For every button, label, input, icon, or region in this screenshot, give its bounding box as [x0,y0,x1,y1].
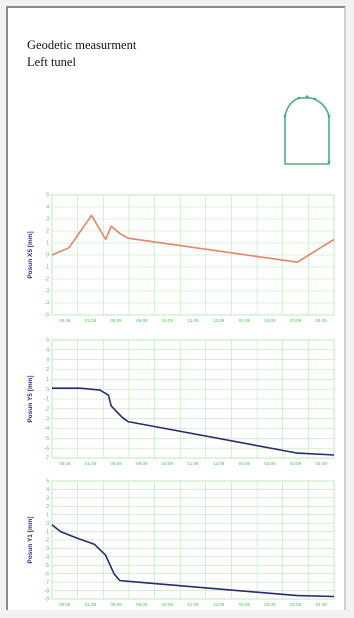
y-tick-label: -2 [45,277,50,283]
tunnel-outline [284,97,330,165]
x-tick-label: 09.09 [136,318,148,323]
y-tick-label: -5 [45,436,50,442]
series-line [51,214,335,263]
x-tick-label: 03.09 [290,602,302,607]
y-tick-label: -4 [45,426,50,432]
y-axis-label: Posun Y5 [mm] [27,375,34,422]
x-tick-label: 11.09 [188,461,199,466]
tunnel-cross-section-icon [283,95,331,165]
x-tick-label: 12.09 [213,602,225,607]
y-tick-label: 3 [46,496,49,502]
x-tick-label: 03.09 [290,461,302,466]
y-tick-label: -2 [45,538,50,544]
y-tick-label: -2 [45,407,50,413]
grid [51,480,335,600]
y-tick-label: -1 [45,265,50,271]
x-tick-label: 01.08 [85,318,97,323]
y-tick-label: -1 [45,529,50,535]
x-tick-label: 06.06 [59,602,71,607]
chart-1: 5 4 3 2 1 0 -1 -2 -3 -4 -5 06.06 01.08 08.09 09.09 10.0… [27,193,335,323]
x-tick-label: 06.06 [59,318,71,323]
title-block: Geodetic measurment Left tunel [27,37,136,71]
x-tick-label: 04.09 [316,318,328,323]
y-tick-label: 1 [46,377,49,383]
x-tick-label: 04.09 [316,461,328,466]
x-tick-label: 02.09 [264,602,276,607]
y-tick-label: 1 [46,512,49,518]
page-subtitle: Left tunel [27,55,76,69]
y-tick-label: -7 [45,580,50,586]
y-tick-label: -7 [45,456,50,462]
x-tick-label: 10.09 [162,602,174,607]
x-tick-label: 12.09 [213,318,225,323]
y-tick-label: 2 [46,229,49,235]
x-tick-label: 09.09 [136,602,148,607]
y-tick-label: -6 [45,571,50,577]
plot-frame [51,480,335,600]
y-tick-label: 4 [46,487,49,493]
x-tick-label: 01.09 [239,318,251,323]
x-tick-label: 01.09 [239,461,251,466]
x-tick-label: 10.09 [162,461,174,466]
x-tick-label: 08.09 [110,461,122,466]
y-tick-label: -6 [45,446,50,452]
y-tick-label: 1 [46,241,49,247]
y-tick-label: -4 [45,555,50,561]
y-tick-label: -5 [45,563,50,569]
x-tick-label: 01.08 [85,602,97,607]
y-tick-label: -8 [45,588,50,594]
y-tick-label: 2 [46,367,49,373]
x-tick-label: 12.09 [213,461,225,466]
chart-3: 5 4 3 2 1 0 -1 -2 -3 -4 -5 -6 -7 -8 -9 06.06 01.08 08.09 0… [27,479,335,607]
y-tick-label: 3 [46,357,49,363]
x-tick-label: 04.09 [316,602,328,607]
plot-frame [51,339,335,459]
y-tick-label: 0 [46,253,49,259]
x-tick-label: 10.09 [162,318,174,323]
x-tick-label: 08.09 [110,602,122,607]
series-line [51,524,335,598]
y-tick-label: -9 [45,597,50,603]
y-tick-label: 4 [46,348,49,354]
y-tick-label: -5 [45,313,50,319]
chart-2: 5 4 3 2 1 0 -1 -2 -3 -4 -5 -6 -7 06.06 01.08 08.09 09.09… [27,338,335,466]
x-tick-label: 02.09 [264,461,276,466]
y-axis-label: Posun X5 [mm] [27,231,34,278]
y-tick-label: 5 [46,193,49,199]
x-tick-label: 02.09 [264,318,276,323]
grid [51,194,335,316]
x-tick-label: 01.08 [85,461,97,466]
y-tick-label: 2 [46,504,49,510]
y-tick-label: 5 [46,479,49,485]
x-tick-label: 01.09 [239,602,251,607]
x-tick-label: 11.09 [188,318,199,323]
x-tick-label: 11.09 [188,602,199,607]
y-tick-label: 0 [46,387,49,393]
x-tick-label: 09.09 [136,461,148,466]
x-tick-label: 08.09 [110,318,122,323]
grid [51,339,335,459]
x-tick-label: 06.06 [59,461,71,466]
x-tick-label: 03.09 [290,318,302,323]
y-tick-label: 5 [46,338,49,344]
page-title: Geodetic measurment [27,38,137,52]
y-tick-label: 3 [46,217,49,223]
y-axis-label: Posun Y1 [mm] [27,516,34,563]
y-tick-label: 4 [46,205,49,211]
y-tick-label: -4 [45,301,50,307]
y-tick-label: 0 [46,521,49,527]
y-tick-label: -3 [45,546,50,552]
y-tick-label: -3 [45,289,50,295]
y-tick-label: -3 [45,416,50,422]
y-tick-label: -1 [45,397,50,403]
series-line [52,387,335,456]
